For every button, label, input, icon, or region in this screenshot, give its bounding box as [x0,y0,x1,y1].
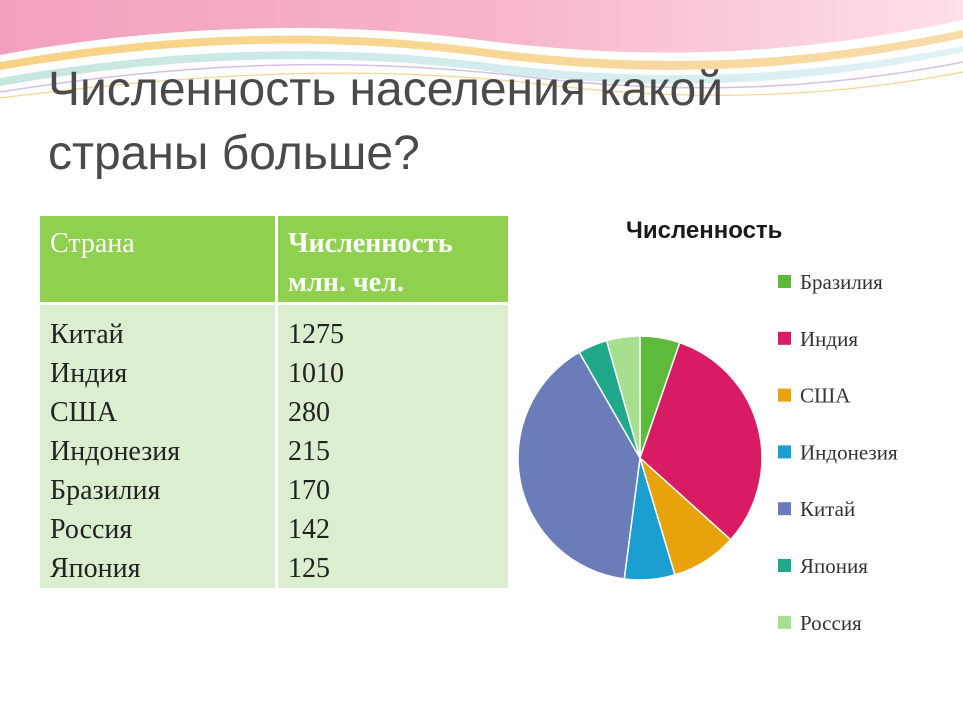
table-body-row: Китай Индия США Индонезия Бразилия Росси… [40,303,511,588]
pie-slice [517,351,641,580]
decorative-wave-banner [0,0,963,99]
header-country-label: Страна [50,228,135,259]
country-column: Китай Индия США Индонезия Бразилия Росси… [40,303,278,588]
pie-slices [517,335,763,581]
country-cell: Япония [50,553,141,584]
pie-slice [605,335,641,459]
legend-swatch [778,502,791,516]
slide-title: Численность населения какой страны больш… [48,58,928,186]
country-cell: Китай [50,319,124,350]
pie-slice [639,341,763,541]
legend-label: США [800,384,851,408]
legend-label: Индия [800,327,858,351]
population-table: Страна Численность млн. чел. Китай Индия… [40,216,511,588]
population-cell: 125 [288,553,330,584]
table-header-row: Страна Численность млн. чел. [40,216,511,305]
population-cell: 280 [288,397,330,428]
legend-label: Бразилия [800,270,883,294]
population-cell: 215 [288,436,330,467]
legend-label: Россия [800,611,862,635]
legend-label: Индонезия [800,440,898,464]
legend-swatch [778,559,791,572]
legend-label: Китай [800,497,855,521]
chart-legend: Бразилия Индия США Индонезия Китай Япония Росс… [778,270,898,635]
header-population: Численность млн. чел. [276,216,511,305]
population-cell: 1275 [288,319,344,350]
chart-title: Численность [626,217,782,244]
population-cell: 142 [288,514,330,545]
header-country: Страна [40,216,278,305]
legend-swatch [778,275,791,288]
country-cell: Индия [50,358,128,389]
country-cell: Индонезия [50,436,181,467]
slide-title-line-2: страны больше? [48,127,420,180]
legend-label: Япония [800,554,868,578]
legend-swatch [778,445,791,459]
country-cell: США [50,397,118,428]
country-cell: Россия [50,514,133,545]
population-pie-chart: Численность Бразилия Индия США Индонезия Кит… [517,217,898,635]
legend-swatch [778,331,791,345]
population-cell: 1010 [288,358,344,389]
legend-swatch [778,615,791,629]
slide-title-line-1: Численность населения какой [48,63,723,116]
country-cell: Бразилия [50,475,161,506]
header-population-label: Численность [288,228,453,259]
population-column: 1275 1010 280 215 170 142 125 [276,303,511,588]
header-population-unit: млн. чел. [288,267,404,298]
population-cell: 170 [288,475,330,506]
legend-swatch [778,388,791,402]
